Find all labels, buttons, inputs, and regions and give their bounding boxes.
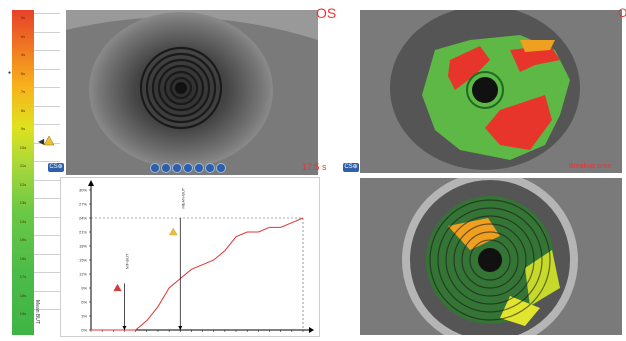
scale-tick: 5s xyxy=(20,15,26,20)
sector-ring xyxy=(461,231,519,289)
eye-side-label-right: OS xyxy=(618,6,626,20)
marker-label: NIF-BUT xyxy=(124,253,129,269)
y-tick-label: 27% xyxy=(79,202,87,207)
scale-gridline xyxy=(34,68,60,70)
scale-gridline xyxy=(34,216,60,218)
scale-gridline xyxy=(34,253,60,255)
fast-forward-icon[interactable] xyxy=(205,163,215,173)
placido-ring xyxy=(169,76,193,100)
pause-icon[interactable] xyxy=(183,163,193,173)
scale-gridline xyxy=(34,31,60,33)
placido-ring xyxy=(163,70,199,106)
y-tick-label: 18% xyxy=(79,244,87,249)
video-timer: 17.5 s xyxy=(302,162,327,172)
scale-gridline xyxy=(34,179,60,181)
marker-arrow xyxy=(178,326,183,330)
scale-gridline xyxy=(34,50,60,51)
sector-ring xyxy=(437,207,543,313)
sector-map xyxy=(360,178,622,335)
sector-ring xyxy=(429,199,551,321)
scale-gridline xyxy=(34,235,60,236)
scale-gridline xyxy=(34,198,60,199)
cs-badge-left[interactable]: CS⊕ xyxy=(48,163,64,172)
scale-gridline xyxy=(34,87,60,88)
scale-tick: 8s xyxy=(20,107,26,113)
scale-gridline xyxy=(34,13,60,14)
sector-ring xyxy=(469,239,511,281)
sector-ring xyxy=(445,215,535,305)
video-panel[interactable] xyxy=(66,10,318,175)
scale-tick: 15s xyxy=(19,237,27,242)
scale-tick: 13s xyxy=(19,200,27,205)
y-tick-label: 21% xyxy=(79,230,87,235)
warning-triangle-icon xyxy=(43,133,55,151)
alert-triangle-icon xyxy=(113,283,122,292)
scale-tick: 16s xyxy=(19,255,27,261)
scale-tick: 4s xyxy=(20,52,26,57)
step-forward-icon[interactable] xyxy=(194,163,204,173)
y-tick-label: 6% xyxy=(81,300,87,305)
scale-tick: 11s xyxy=(19,163,27,168)
breakup-curve xyxy=(91,217,304,331)
placido-ring xyxy=(145,52,217,124)
sector-ring xyxy=(453,223,527,297)
marker-arrow xyxy=(122,326,127,330)
scale-pointer-icon: ◀ xyxy=(38,137,45,146)
placido-ring xyxy=(157,64,205,112)
scale-marker-icon: ● xyxy=(8,70,12,76)
cs-badge-right[interactable]: CS⊕ xyxy=(343,163,359,172)
scale-tick: 9s xyxy=(20,126,26,131)
breakup-map xyxy=(360,10,622,173)
y-axis-arrow xyxy=(88,180,94,186)
eye-video-frame xyxy=(66,10,318,175)
warning-triangle-icon xyxy=(169,227,178,236)
scale-tick: 10s xyxy=(19,144,27,150)
y-tick-label: 30% xyxy=(79,188,87,193)
y-tick-label: 15% xyxy=(79,258,87,263)
step-back-icon[interactable] xyxy=(172,163,182,173)
placido-ring xyxy=(151,58,211,118)
scale-gridline xyxy=(34,272,60,273)
y-tick-label: 9% xyxy=(81,286,87,291)
breakup-graph-svg: 30% 27% 24% 21% 18% 15% 12% 9% 6% 3% 0% NIF-BUT MEAN… xyxy=(79,180,314,333)
rewind-icon[interactable] xyxy=(161,163,171,173)
y-tick-label: 12% xyxy=(79,272,87,277)
playback-controls xyxy=(150,163,230,173)
eye-side-label-left: OS xyxy=(316,5,337,21)
scale-tick: 18s xyxy=(19,292,27,298)
scale-title: Mean BUT xyxy=(34,300,40,324)
scale-tick: 12s xyxy=(19,181,27,187)
scale-gridline xyxy=(34,309,60,310)
sector-map-panel[interactable] xyxy=(360,178,622,335)
placido-ring xyxy=(139,46,223,130)
y-tick-label: 24% xyxy=(79,216,87,221)
breakup-time-scale xyxy=(12,10,34,335)
breakup-map-panel[interactable] xyxy=(360,10,622,173)
marker-label: MEAN-BUT xyxy=(180,187,185,208)
scale-tick: 17s xyxy=(19,274,27,279)
scale-gridline xyxy=(34,105,60,107)
scale-gridline xyxy=(34,124,60,125)
scale-tick: 7s xyxy=(20,89,26,94)
scale-ticks: 5s 6s 4s 6s 7s 8s 9s 10s 11s 12s 13s 14s 15s 16s 17s 18… xyxy=(12,10,34,335)
scale-tick: 19s xyxy=(19,311,27,316)
x-axis-arrow xyxy=(309,327,314,333)
skip-back-icon[interactable] xyxy=(150,163,160,173)
scale-tick: 6s xyxy=(20,33,26,39)
y-tick-label: 0% xyxy=(81,328,87,333)
scale-gridline xyxy=(34,290,60,292)
scale-tick: 6s xyxy=(20,70,26,76)
breakup-area-label: Breakup area xyxy=(569,163,612,170)
scale-gridline xyxy=(34,161,60,162)
skip-end-icon[interactable] xyxy=(216,163,226,173)
breakup-graph: 30% 27% 24% 21% 18% 15% 12% 9% 6% 3% 0% NIF-BUT MEAN… xyxy=(60,177,320,337)
y-tick-label: 3% xyxy=(81,314,87,319)
scale-tick: 14s xyxy=(19,218,27,224)
